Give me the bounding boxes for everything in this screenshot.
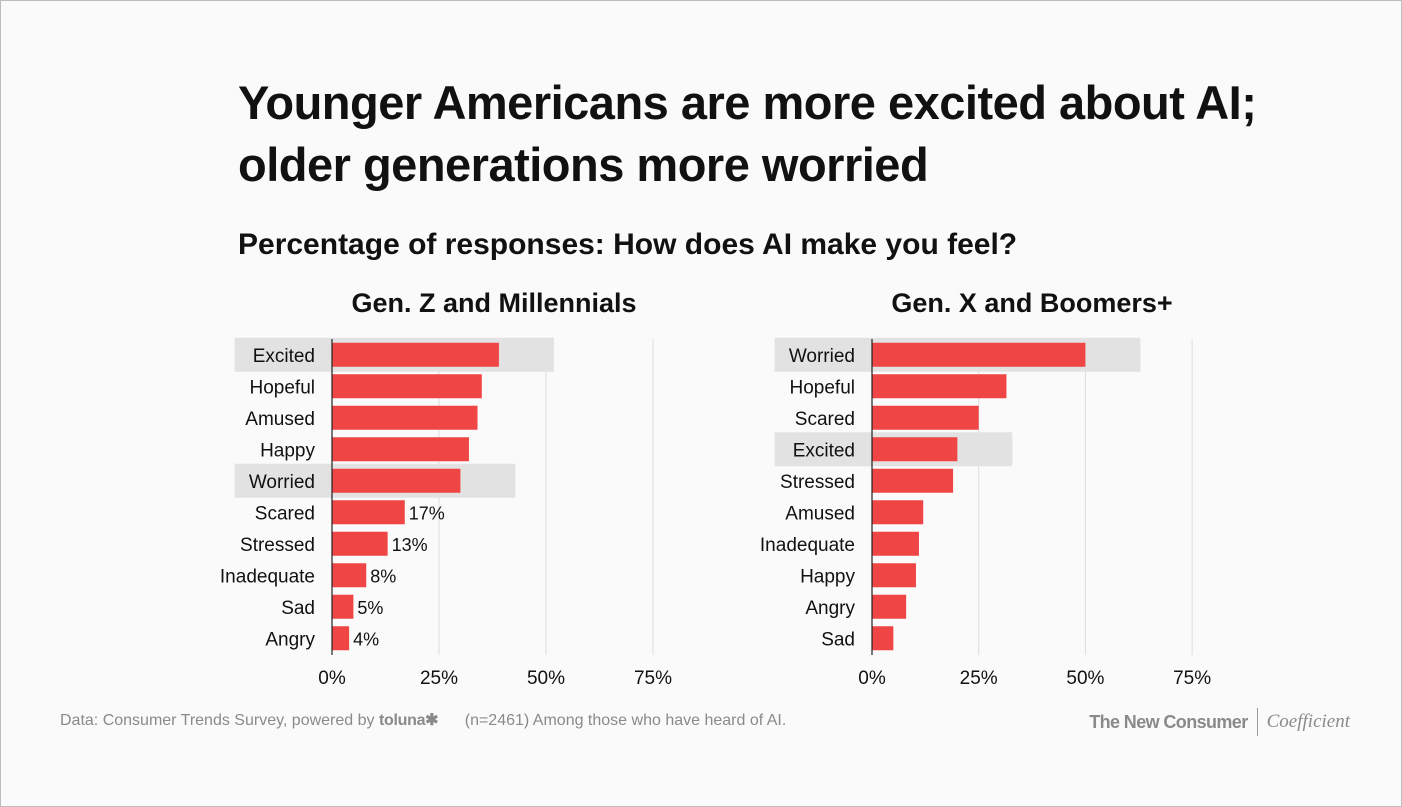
logo-group: The New Consumer Coefficient [1089, 708, 1350, 736]
bar-1-0 [872, 342, 1086, 367]
data-label-0-5: 17% [409, 503, 445, 523]
tick-label-1-0: 0% [858, 668, 886, 689]
data-label-0-8: 5% [357, 598, 383, 618]
bar-1-3 [872, 437, 958, 462]
category-label-1-0: Worried [789, 346, 855, 367]
toluna-brand-text: toluna [378, 712, 426, 729]
category-label-0-0: Excited [253, 346, 315, 367]
bar-0-7 [332, 563, 367, 588]
category-label-0-7: Inadequate [220, 566, 315, 587]
tick-label-1-1: 25% [960, 668, 998, 689]
data-label-0-9: 4% [353, 629, 379, 649]
tick-label-0-0: 0% [318, 668, 346, 689]
the-new-consumer-logo: The New Consumer [1089, 711, 1248, 732]
category-label-0-6: Stressed [240, 535, 315, 556]
tick-label-1-3: 75% [1173, 668, 1211, 689]
bar-0-2 [332, 405, 478, 430]
category-label-1-3: Excited [793, 440, 855, 461]
tick-label-0-1: 25% [420, 668, 458, 689]
data-label-0-6: 13% [392, 535, 428, 555]
category-label-1-9: Sad [821, 629, 855, 650]
category-label-0-4: Worried [249, 472, 315, 493]
bar-1-4 [872, 468, 954, 493]
coefficient-logo: Coefficient [1266, 711, 1350, 732]
bar-0-1 [332, 374, 482, 399]
bar-0-0 [332, 342, 499, 367]
category-label-1-4: Stressed [780, 472, 855, 493]
panel-title-gen-z: Gen. Z and Millennials [351, 288, 637, 318]
bar-0-9 [332, 626, 350, 651]
bar-1-5 [872, 500, 924, 525]
category-label-0-3: Happy [260, 440, 315, 461]
chart-title: Younger Americans are more excited about… [238, 76, 1257, 191]
chart-subtitle: Percentage of responses: How does AI mak… [238, 228, 1018, 261]
toluna-logo: toluna✱ [378, 712, 439, 729]
tick-label-0-3: 75% [634, 668, 672, 689]
category-label-1-8: Angry [805, 598, 855, 619]
category-label-1-2: Scared [795, 409, 855, 430]
panel-title-gen-x: Gen. X and Boomers+ [891, 288, 1173, 318]
category-label-0-2: Amused [245, 409, 315, 430]
bar-0-3 [332, 437, 469, 462]
category-label-0-1: Hopeful [250, 377, 316, 398]
bar-0-5 [332, 500, 405, 525]
bar-1-1 [872, 374, 1007, 399]
category-label-0-8: Sad [281, 598, 315, 619]
bar-0-4 [332, 468, 461, 493]
tick-label-0-2: 50% [527, 668, 565, 689]
category-label-1-6: Inadequate [760, 535, 855, 556]
category-label-0-5: Scared [255, 503, 315, 524]
tick-label-1-2: 50% [1066, 668, 1104, 689]
category-label-1-1: Hopeful [790, 377, 856, 398]
bar-1-7 [872, 563, 916, 588]
bar-1-8 [872, 594, 907, 619]
data-label-0-7: 8% [370, 566, 396, 586]
bar-1-2 [872, 405, 979, 430]
data-source-text: Data: Consumer Trends Survey, powered by [60, 712, 375, 729]
bar-0-8 [332, 594, 354, 619]
category-label-0-9: Angry [265, 629, 315, 650]
bar-1-9 [872, 626, 894, 651]
logo-divider [1256, 708, 1258, 736]
category-label-1-7: Happy [800, 566, 855, 587]
bar-1-6 [872, 531, 919, 556]
bar-0-6 [332, 531, 388, 556]
category-label-1-5: Amused [785, 503, 855, 524]
footer-source: Data: Consumer Trends Survey, powered by… [60, 710, 786, 730]
asterisk-icon: ✱ [425, 712, 439, 729]
sample-note: (n=2461) Among those who have heard of A… [464, 712, 787, 729]
